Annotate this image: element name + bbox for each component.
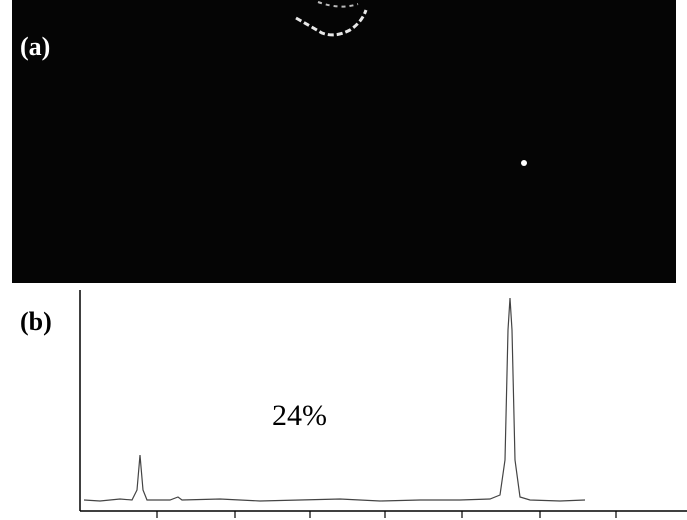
axis-ticks [157,511,616,518]
dark-image [12,0,676,283]
panel-a: (a) [12,0,676,283]
panel-b: (b) 24% [20,290,687,518]
annotation: 24% [272,399,327,432]
spectrum-trace [84,298,585,501]
page: {"panel_a": {"label": "(a)"}, "panel_b":… [0,0,687,520]
panel-label: (a) [20,32,50,61]
figure: (a) (b) 24% [0,0,687,520]
bright-spot [521,160,527,166]
panel-label: (b) [20,307,52,336]
